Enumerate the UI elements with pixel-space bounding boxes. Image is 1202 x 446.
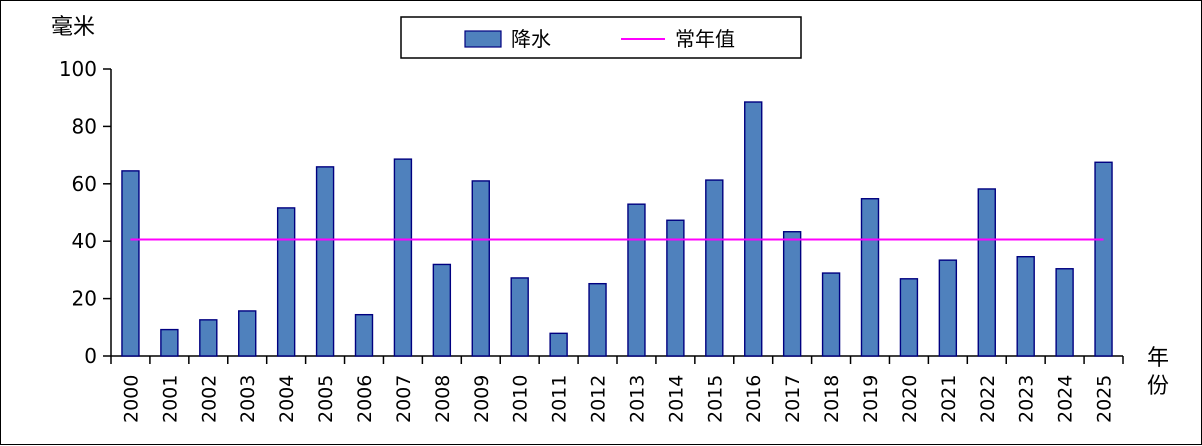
legend: 降水 常年值 bbox=[400, 16, 802, 59]
bar-2012 bbox=[588, 282, 607, 357]
y-tick-label: 0 bbox=[84, 344, 97, 368]
y-tick-label: 20 bbox=[72, 287, 97, 311]
bar-2013 bbox=[627, 203, 646, 357]
x-tick-label: 2025 bbox=[1094, 375, 1116, 423]
x-tick-label: 2023 bbox=[1016, 375, 1038, 423]
bar-2005 bbox=[315, 166, 335, 357]
legend-label-normal: 常年值 bbox=[675, 27, 735, 51]
x-tick-label: 2019 bbox=[860, 375, 882, 423]
y-axis-title: 毫米 bbox=[51, 15, 95, 40]
bar-2023 bbox=[1016, 255, 1035, 357]
x-axis-title: 年份 bbox=[1147, 346, 1169, 399]
x-tick-label: 2014 bbox=[665, 375, 687, 423]
x-tick-label: 2017 bbox=[782, 375, 804, 423]
bar-2017 bbox=[782, 231, 802, 357]
x-tick-label: 2024 bbox=[1055, 375, 1077, 423]
bar-2021 bbox=[938, 259, 958, 357]
y-axis: 0 20 40 60 80 100 bbox=[59, 57, 112, 368]
legend-swatch-precip bbox=[464, 30, 502, 48]
bar-2003 bbox=[238, 310, 257, 357]
x-tick-label: 2002 bbox=[198, 375, 220, 423]
x-tick-label: 2006 bbox=[354, 375, 376, 423]
bar-2006 bbox=[354, 313, 374, 357]
x-tick-label: 2022 bbox=[977, 375, 999, 423]
x-tick-label: 2021 bbox=[938, 375, 960, 423]
x-tick-label: 2020 bbox=[899, 375, 921, 423]
x-tick-label: 2016 bbox=[743, 375, 765, 423]
bar-2022 bbox=[977, 188, 996, 357]
x-tick-label: 2001 bbox=[159, 375, 181, 423]
bar-2010 bbox=[510, 277, 529, 357]
x-tick-label: 2007 bbox=[393, 375, 415, 423]
bars bbox=[121, 101, 1113, 357]
bar-2009 bbox=[471, 180, 490, 357]
x-axis: 2000 2001 2002 2003 2004 2005 2006 2007 2008 2009… bbox=[110, 355, 1124, 423]
bar-2024 bbox=[1055, 268, 1074, 357]
x-tick-label: 2003 bbox=[237, 375, 259, 423]
bar-2001 bbox=[160, 328, 179, 357]
bar-2015 bbox=[705, 179, 724, 357]
y-tick-label: 100 bbox=[59, 57, 97, 81]
x-tick-label: 2012 bbox=[588, 375, 610, 423]
bar-2002 bbox=[199, 319, 218, 357]
legend-label-precip: 降水 bbox=[511, 27, 551, 51]
bar-2018 bbox=[821, 272, 841, 357]
bar-2000 bbox=[121, 170, 140, 357]
x-tick-label: 2008 bbox=[432, 375, 454, 423]
x-tick-label: 2009 bbox=[471, 375, 493, 423]
bar-2004 bbox=[276, 207, 296, 357]
y-tick-label: 80 bbox=[72, 114, 97, 138]
x-tick-label: 2013 bbox=[626, 375, 648, 423]
bar-2008 bbox=[432, 263, 452, 357]
x-tick-label: 2010 bbox=[510, 375, 532, 423]
y-tick-label: 40 bbox=[72, 229, 97, 253]
bar-2025 bbox=[1094, 161, 1113, 357]
x-tick-label: 2011 bbox=[549, 375, 571, 423]
x-tick-label: 2015 bbox=[704, 375, 726, 423]
bar-2016 bbox=[744, 101, 763, 357]
x-tick-label: 2005 bbox=[315, 375, 337, 423]
bar-2007 bbox=[393, 158, 413, 357]
x-tick-label: 2004 bbox=[276, 375, 298, 423]
x-tick-label: 2018 bbox=[821, 375, 843, 423]
y-tick-label: 60 bbox=[72, 172, 97, 196]
bar-2014 bbox=[666, 219, 685, 357]
bar-2019 bbox=[860, 198, 880, 357]
x-tick-label: 2000 bbox=[120, 375, 142, 423]
bar-2020 bbox=[899, 278, 919, 357]
bar-2011 bbox=[549, 332, 568, 357]
